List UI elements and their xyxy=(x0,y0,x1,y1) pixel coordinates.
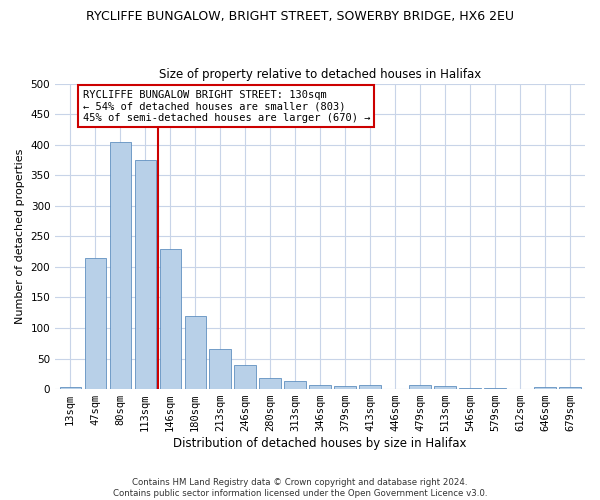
Text: Contains HM Land Registry data © Crown copyright and database right 2024.
Contai: Contains HM Land Registry data © Crown c… xyxy=(113,478,487,498)
Text: RYCLIFFE BUNGALOW BRIGHT STREET: 130sqm
← 54% of detached houses are smaller (80: RYCLIFFE BUNGALOW BRIGHT STREET: 130sqm … xyxy=(83,90,370,123)
Bar xyxy=(59,388,81,389)
Bar xyxy=(259,378,281,389)
Y-axis label: Number of detached properties: Number of detached properties xyxy=(15,148,25,324)
Text: RYCLIFFE BUNGALOW, BRIGHT STREET, SOWERBY BRIDGE, HX6 2EU: RYCLIFFE BUNGALOW, BRIGHT STREET, SOWERB… xyxy=(86,10,514,23)
Bar xyxy=(310,385,331,389)
Bar xyxy=(235,364,256,389)
Bar xyxy=(559,388,581,389)
Bar xyxy=(134,160,156,389)
Bar xyxy=(284,381,306,389)
Bar xyxy=(85,258,106,389)
Bar xyxy=(409,385,431,389)
Bar xyxy=(160,248,181,389)
Bar xyxy=(434,386,455,389)
Bar xyxy=(359,385,380,389)
Bar xyxy=(484,388,506,389)
Bar xyxy=(460,388,481,389)
X-axis label: Distribution of detached houses by size in Halifax: Distribution of detached houses by size … xyxy=(173,437,467,450)
Bar xyxy=(185,316,206,389)
Bar xyxy=(110,142,131,389)
Bar xyxy=(334,386,356,389)
Bar xyxy=(209,350,231,389)
Title: Size of property relative to detached houses in Halifax: Size of property relative to detached ho… xyxy=(159,68,481,81)
Bar xyxy=(535,388,556,389)
